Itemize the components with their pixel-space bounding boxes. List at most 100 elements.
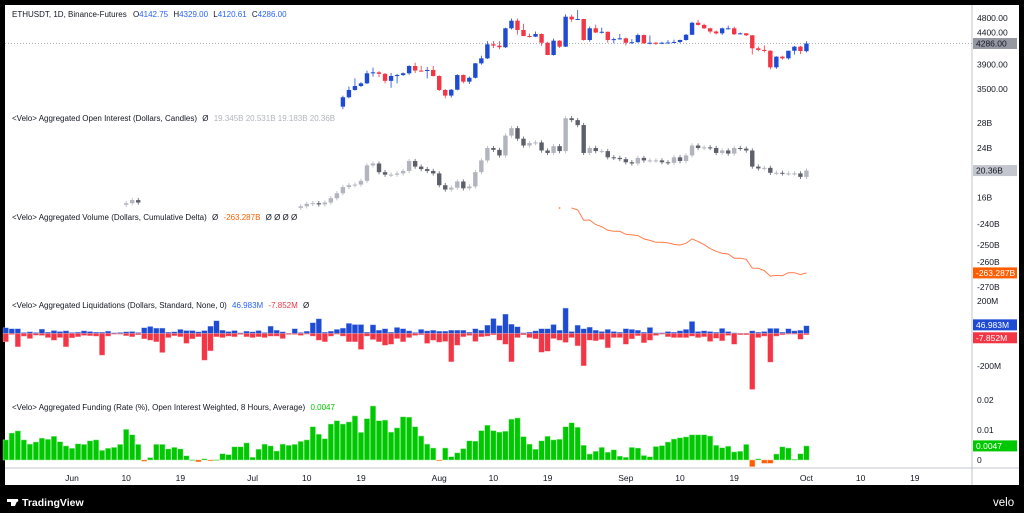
candle-body [412,65,418,71]
oi-candle [611,155,616,161]
funding-bar [556,439,563,461]
funding-bar [189,459,196,461]
funding-bar [448,456,455,461]
oi-candle [677,155,683,164]
candle-body [665,162,671,164]
candle-body [798,46,803,52]
funding-bar [237,446,244,461]
candle-body [653,160,659,162]
candle-body [695,22,701,25]
candle-body [394,75,400,77]
oi-candle [695,143,701,151]
funding-bar [255,448,262,461]
oi-candle [533,140,538,146]
candle-body [304,203,309,207]
oi-candle [497,147,502,158]
liq-long-bar [279,331,286,334]
candle-body [455,75,460,90]
liq-long-bar [123,331,130,334]
liq-short-bar [303,333,310,335]
funding-bar [719,447,726,461]
chart-area[interactable] [5,5,1019,485]
oi-candle [551,143,556,156]
oi-candle [707,145,713,151]
candle-body [298,206,303,208]
liq-long-bar [647,327,653,334]
candle-body [467,186,472,189]
funding-bar [279,443,286,461]
oi-candle [750,148,755,169]
cumulative-delta-legend: <Velo> Aggregated Volume (Dollars, Cumul… [12,213,297,222]
candle-body [461,75,466,82]
liq-long-bar [761,331,768,334]
liq-short-bar [424,333,431,344]
liq-long-bar [791,330,798,334]
liq-short-bar [466,333,473,336]
oi-title: <Velo> Aggregated Open Interest (Dollars… [12,114,197,123]
candle-body [358,180,364,185]
oi-candle [503,133,508,158]
hide-icon[interactable]: Ø [202,114,208,123]
funding-bar [743,444,750,461]
hide-icon[interactable]: Ø [212,213,218,222]
candle-body [557,146,562,152]
candle-body [581,19,586,40]
funding-bar [297,441,304,461]
oi-candle [768,165,773,175]
funding-bar [604,451,611,461]
price-candle [725,25,731,30]
price-candle [719,27,725,36]
liq-long-bar [51,330,57,334]
price-candle [509,18,514,30]
candle-body [382,73,388,81]
candle-body [467,77,472,82]
liquidations-legend: <Velo> Aggregated Liquidations (Dollars,… [12,301,309,310]
axis-tick-label: -250B [977,240,1000,250]
tradingview-logo[interactable]: TradingView [7,497,84,509]
liq-short-bar [45,333,51,338]
liq-long-bar [333,329,340,334]
funding-bar [213,459,220,461]
time-tick-label: 10 [675,473,685,483]
candle-body [424,169,430,171]
funding-bar [580,445,587,461]
candle-body [647,160,653,162]
price-candle [346,86,352,99]
price-candle [394,73,400,84]
candle-body [563,118,568,152]
liq-short-bar [352,333,358,342]
right-axis[interactable]: 4800.00 4400.00 3900.00 3500.00 28B 24B 16B -24… [973,13,1017,465]
candle-body [659,160,665,163]
candle-body [587,28,592,40]
liq-long-bar [315,318,322,334]
funding-bar [364,418,370,461]
candle-body [732,148,737,154]
cumulative-delta-pane[interactable] [558,207,807,277]
oi-candle [346,183,352,190]
liq-long-bar [291,328,298,334]
time-axis[interactable]: Jun 10 19 Jul 10 19 Aug 10 19 Sep 10 19 Oct 10 19 [65,473,920,483]
funding-bar [50,436,57,461]
funding-pane[interactable] [2,405,810,467]
hide-icon[interactable]: Ø [303,301,309,310]
funding-bar [351,415,358,461]
liq-long-bar [213,320,220,334]
candle-body [575,19,580,21]
price-candle [629,39,635,44]
candle-body [491,148,496,150]
oi-values: 19.345B 20.531B 19.183B 20.36B [214,114,335,123]
candle-body [732,28,737,35]
axis-tick-label: -270B [977,282,1000,292]
liq-short-badge: -7.852M [973,332,1017,344]
liquidations-pane[interactable] [2,307,810,390]
candle-body [412,161,418,167]
open-interest-pane[interactable] [123,116,809,210]
funding-bar [358,432,364,461]
time-tick-label: Jun [65,473,79,483]
oi-candle [701,145,707,151]
liq-long-badge-label: 46.983M [976,320,1009,330]
funding-bar [484,424,491,461]
price-pane[interactable] [5,9,972,110]
liq-short-bar [14,333,21,348]
